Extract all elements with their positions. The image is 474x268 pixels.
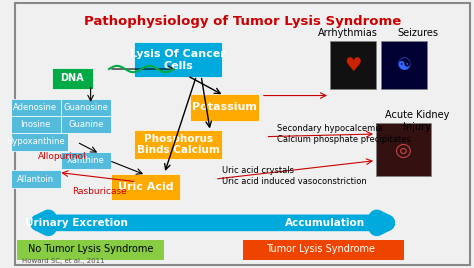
Text: Lysis Of Cancer
Cells: Lysis Of Cancer Cells	[130, 49, 226, 70]
FancyBboxPatch shape	[134, 130, 222, 159]
Text: ♥: ♥	[344, 55, 362, 75]
Text: Hypoxanthine: Hypoxanthine	[6, 137, 65, 146]
FancyBboxPatch shape	[17, 240, 164, 260]
Text: Pathophysiology of Tumor Lysis Syndrome: Pathophysiology of Tumor Lysis Syndrome	[84, 15, 401, 28]
Text: Urinary Excretion: Urinary Excretion	[26, 218, 128, 228]
Text: Howard SC, et al., 2011: Howard SC, et al., 2011	[22, 258, 104, 264]
FancyBboxPatch shape	[10, 170, 61, 188]
Text: Tumor Lysis Syndrome: Tumor Lysis Syndrome	[266, 244, 375, 254]
FancyBboxPatch shape	[10, 116, 61, 133]
FancyBboxPatch shape	[61, 116, 111, 133]
Text: Allantoin: Allantoin	[17, 174, 54, 184]
Text: Inosine: Inosine	[20, 120, 51, 129]
FancyBboxPatch shape	[61, 99, 111, 116]
Text: Uric Acid: Uric Acid	[118, 182, 173, 192]
FancyBboxPatch shape	[111, 174, 181, 200]
FancyBboxPatch shape	[52, 68, 93, 89]
Text: ☯: ☯	[396, 56, 411, 74]
Text: Arrhythmias: Arrhythmias	[319, 28, 378, 38]
Text: No Tumor Lysis Syndrome: No Tumor Lysis Syndrome	[28, 244, 153, 254]
FancyBboxPatch shape	[10, 99, 61, 116]
Text: Secondary hypocalcemia
Calcium phosphate precipitates: Secondary hypocalcemia Calcium phosphate…	[277, 124, 411, 144]
Text: Guanine: Guanine	[68, 120, 104, 129]
FancyBboxPatch shape	[134, 43, 222, 77]
FancyBboxPatch shape	[190, 94, 259, 121]
Text: Guanosine: Guanosine	[64, 103, 109, 112]
Text: ◎: ◎	[395, 140, 412, 159]
FancyBboxPatch shape	[381, 41, 427, 89]
FancyBboxPatch shape	[61, 152, 111, 169]
Text: Rasburicase: Rasburicase	[72, 187, 127, 196]
Text: Allopurinol: Allopurinol	[38, 152, 86, 161]
Text: Xanthine: Xanthine	[67, 156, 105, 165]
Text: Accumulation: Accumulation	[285, 218, 365, 228]
FancyBboxPatch shape	[15, 3, 470, 265]
Text: Adenosine: Adenosine	[13, 103, 57, 112]
Text: Phosphorus
Binds Calcium: Phosphorus Binds Calcium	[137, 134, 219, 155]
Text: Potassium: Potassium	[191, 102, 256, 113]
Text: Uric acid crystals
Uric acid induced vasoconstriction: Uric acid crystals Uric acid induced vas…	[222, 166, 366, 187]
FancyBboxPatch shape	[3, 133, 68, 151]
Text: Acute Kidney
Injury: Acute Kidney Injury	[385, 110, 449, 132]
FancyBboxPatch shape	[376, 123, 431, 176]
FancyBboxPatch shape	[243, 240, 403, 260]
Text: DNA: DNA	[60, 73, 84, 83]
Text: Seizures: Seizures	[397, 28, 438, 38]
FancyBboxPatch shape	[330, 41, 376, 89]
